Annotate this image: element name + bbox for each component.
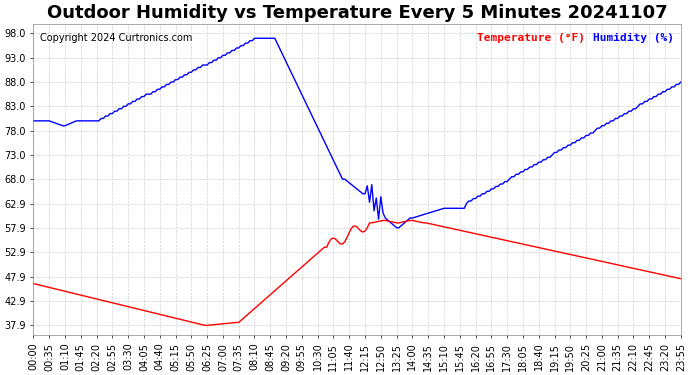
Text: Copyright 2024 Curtronics.com: Copyright 2024 Curtronics.com <box>40 33 193 43</box>
Text: Humidity (%): Humidity (%) <box>593 33 674 43</box>
Text: Temperature (°F): Temperature (°F) <box>477 33 585 43</box>
Title: Outdoor Humidity vs Temperature Every 5 Minutes 20241107: Outdoor Humidity vs Temperature Every 5 … <box>47 4 667 22</box>
